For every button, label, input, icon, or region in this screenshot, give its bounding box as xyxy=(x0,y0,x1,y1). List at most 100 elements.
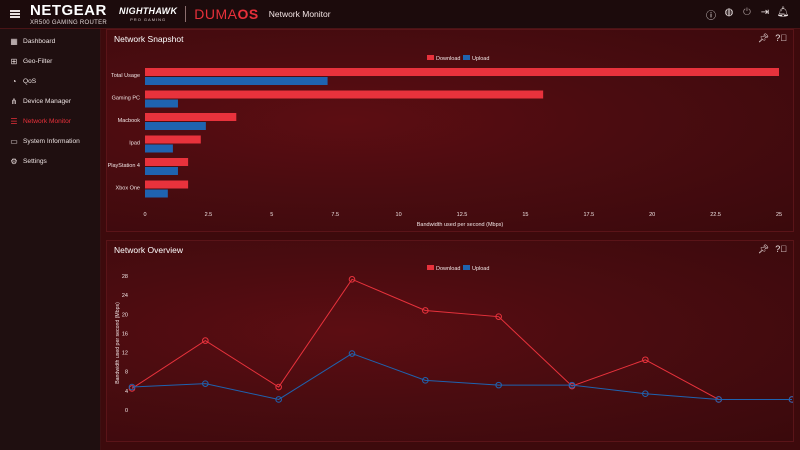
bar-download xyxy=(145,135,201,144)
legend-swatch-download xyxy=(427,265,434,270)
netgear-logo: NETGEAR XR500 GAMING ROUTER xyxy=(30,3,107,26)
network-monitor-icon: ☰ xyxy=(10,116,18,126)
geo-filter-icon: ⊞ xyxy=(10,56,18,66)
panel-title: Network Snapshot xyxy=(114,34,184,44)
nighthawk-text: NIGHTHAWK xyxy=(119,5,178,16)
legend-swatch-upload xyxy=(463,55,470,60)
pin-icon[interactable]: 📌︎ xyxy=(757,33,770,43)
x-tick-label: 12.5 xyxy=(457,212,468,218)
legend-swatch-download xyxy=(427,55,434,60)
panel-title: Network Overview xyxy=(114,245,183,255)
x-axis-label: Bandwidth used per second (Mbps) xyxy=(417,222,504,228)
y-tick-label: 24 xyxy=(122,293,128,299)
point-upload xyxy=(128,383,136,391)
network-overview-chart: Download Upload 28 24 20 16 12 8 4 0 Bandwidth use… xyxy=(115,265,793,414)
y-tick-label: 8 xyxy=(125,370,128,376)
qos-icon: ◔ xyxy=(11,76,17,86)
sidebar-item-network-monitor[interactable]: ☰ Network Monitor xyxy=(0,111,100,131)
help-icon[interactable]: ?⃝ xyxy=(775,33,787,43)
point-upload xyxy=(642,390,649,398)
bar-upload xyxy=(145,144,173,153)
point-download xyxy=(275,383,282,391)
y-tick-label: 4 xyxy=(125,389,128,395)
bar-download xyxy=(145,68,779,76)
logo-divider xyxy=(185,6,187,22)
bar-upload xyxy=(145,99,178,108)
x-tick-label: 0 xyxy=(143,212,146,218)
point-download xyxy=(642,356,649,364)
network-snapshot-chart: Download Upload Total Usage Gaming PC Macboo… xyxy=(108,55,782,228)
x-tick-label: 22.5 xyxy=(710,212,721,218)
category-label: Xbox One xyxy=(116,186,140,192)
point-upload xyxy=(788,396,793,403)
power-icon[interactable]: ⏻ xyxy=(743,6,751,18)
point-download xyxy=(422,307,429,314)
sidebar-item-qos[interactable]: ◔ QoS xyxy=(0,71,100,91)
y-tick-label: 0 xyxy=(125,408,128,414)
category-label: Macbook xyxy=(118,118,141,124)
bar-upload xyxy=(145,189,168,198)
bar-upload xyxy=(145,77,328,85)
point-upload xyxy=(348,350,356,357)
y-tick-label: 12 xyxy=(122,351,128,357)
category-label: Total Usage xyxy=(111,73,140,79)
point-download xyxy=(495,313,502,320)
bar-download xyxy=(145,113,237,121)
system-info-icon: ▭ xyxy=(10,136,18,146)
sidebar-item-device-manager[interactable]: ⋔ Device Manager xyxy=(0,91,100,111)
sidebar-item-geo-filter[interactable]: ⊞ Geo-Filter xyxy=(0,51,100,71)
sidebar-item-dashboard[interactable]: ▦ Dashboard xyxy=(0,31,100,51)
sidebar-item-label: Settings xyxy=(23,157,47,165)
globe-icon[interactable]: ◍ xyxy=(724,6,734,18)
dumaos-logo: DUMAOS xyxy=(194,6,258,22)
help-icon[interactable]: ?⃝ xyxy=(775,244,787,254)
dumaos-logo-right: OS xyxy=(237,6,259,22)
brand-name: NETGEAR xyxy=(30,1,107,19)
x-tick-label: 20 xyxy=(649,212,655,218)
x-tick-label: 5 xyxy=(270,212,273,218)
legend-label-upload: Upload xyxy=(472,56,489,62)
sidebar-item-label: System Information xyxy=(23,137,80,145)
grid-icon: ▦ xyxy=(10,36,18,46)
category-label: Gaming PC xyxy=(112,96,140,102)
bar-download xyxy=(145,158,189,166)
bar-download xyxy=(145,90,544,99)
x-tick-label: 2.5 xyxy=(205,212,213,218)
nighthawk-logo: NIGHTHAWK PRO GAMING xyxy=(119,5,178,22)
dumaos-logo-left: DUMA xyxy=(194,6,238,22)
page-title: Network Monitor xyxy=(268,9,331,19)
menu-icon[interactable] xyxy=(10,10,20,18)
info-icon[interactable]: ⓘ xyxy=(706,10,716,22)
sidebar-item-label: Network Monitor xyxy=(23,117,72,125)
category-label: Ipad xyxy=(129,141,140,147)
logout-icon[interactable]: ⇥ xyxy=(760,6,770,18)
pin-icon[interactable]: 📌︎ xyxy=(757,244,770,254)
sidebar-item-system-information[interactable]: ▭ System Information xyxy=(0,131,100,151)
legend-label-download: Download xyxy=(436,266,460,272)
bar-upload xyxy=(145,122,206,130)
top-bar: NETGEAR XR500 GAMING ROUTER NIGHTHAWK PR… xyxy=(0,0,800,29)
y-tick-label: 20 xyxy=(122,312,128,318)
sidebar-item-label: QoS xyxy=(23,77,37,85)
device-manager-icon: ⋔ xyxy=(10,96,18,106)
bell-icon[interactable]: 🔔︎ xyxy=(776,6,790,18)
point-upload xyxy=(422,377,429,384)
router-model: XR500 GAMING ROUTER xyxy=(30,19,108,26)
point-upload xyxy=(495,381,502,389)
point-upload xyxy=(202,380,209,387)
x-tick-label: 17.5 xyxy=(583,212,594,218)
network-overview-panel: Network Overview 📌︎ ?⃝ Download Upload 28 2… xyxy=(106,240,794,442)
point-upload xyxy=(715,396,722,403)
nighthawk-subtext: PRO GAMING xyxy=(130,16,167,22)
sidebar-item-settings[interactable]: ⚙ Settings xyxy=(0,151,100,171)
x-tick-label: 25 xyxy=(776,212,782,218)
x-tick-label: 15 xyxy=(522,212,528,218)
x-tick-label: 10 xyxy=(396,212,402,218)
sidebar-item-label: Dashboard xyxy=(23,37,56,45)
point-upload xyxy=(275,396,282,403)
bar-download xyxy=(145,180,189,189)
network-snapshot-panel: Network Snapshot 📌︎ ?⃝ Download Upload Tot… xyxy=(106,29,794,232)
y-axis-label: Bandwidth used per second (Mbps) xyxy=(115,302,121,384)
category-label: PlayStation 4 xyxy=(108,163,140,169)
legend-swatch-upload xyxy=(463,265,470,270)
